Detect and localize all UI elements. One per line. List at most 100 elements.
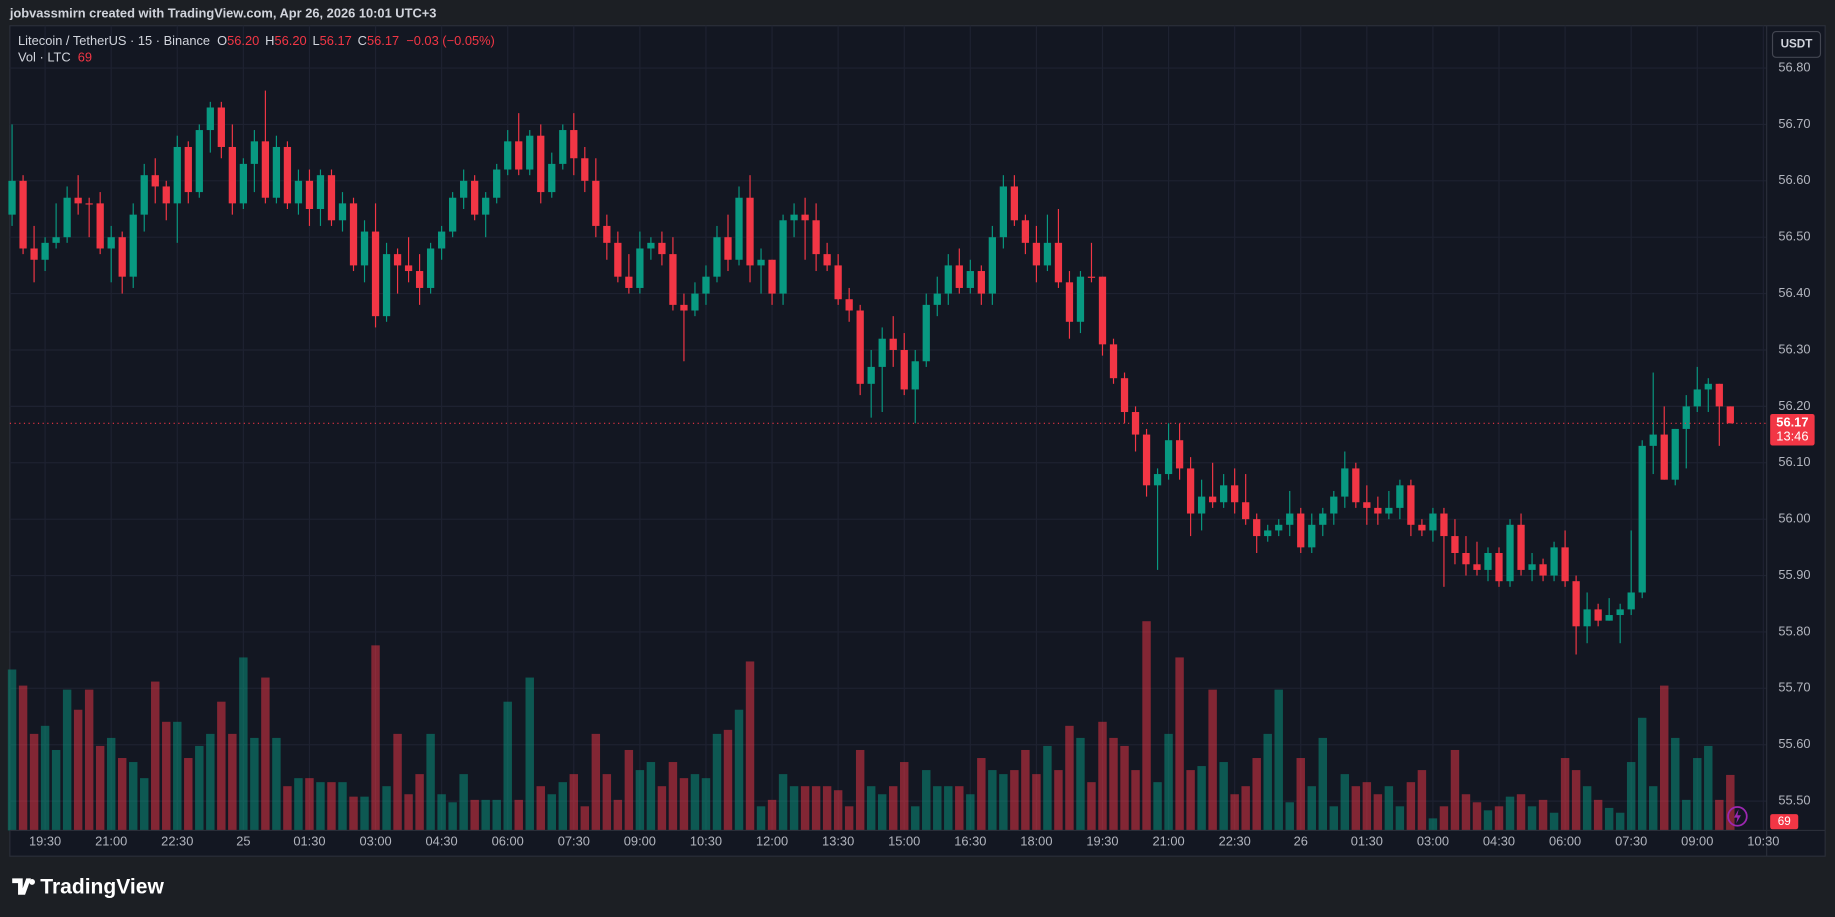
volume-bar: [1032, 774, 1041, 831]
volume-bar: [1362, 782, 1372, 831]
candle-body: [1704, 383, 1712, 390]
candle-body: [680, 304, 688, 311]
last-price-label: 56.17: [1776, 415, 1808, 430]
candle-body: [1032, 242, 1041, 266]
volume-bar: [173, 721, 182, 831]
volume-bar: [1285, 802, 1294, 831]
x-tick-label: 10:30: [1747, 834, 1779, 849]
candle-body: [537, 135, 545, 193]
y-tick-label: 55.90: [1778, 567, 1810, 582]
candle-body: [1572, 581, 1580, 627]
volume-bar: [239, 657, 248, 831]
candle-body: [779, 220, 787, 294]
volume-bar: [1329, 806, 1339, 831]
volume-bar: [1483, 810, 1493, 831]
candle-body: [19, 180, 27, 249]
candle-body: [1539, 564, 1547, 576]
volume-bar: [1472, 802, 1482, 831]
candle-body: [107, 237, 115, 249]
alert-icon[interactable]: [1727, 806, 1748, 827]
volume-bar: [1120, 745, 1129, 831]
volume-bar: [7, 669, 17, 831]
volume-bar: [624, 749, 634, 831]
candle-body: [415, 271, 424, 288]
volume-bar: [1417, 770, 1427, 831]
last-price-box: [1770, 413, 1815, 446]
volume-bar: [448, 802, 457, 831]
volume-bar: [1263, 733, 1272, 831]
candle-body: [834, 265, 842, 300]
candle-body: [228, 146, 236, 204]
candle-body: [570, 130, 578, 159]
candle-body: [999, 186, 1007, 238]
legend-value: 56.17: [320, 33, 352, 48]
volume-bar: [525, 677, 534, 831]
candle-body: [437, 231, 446, 249]
candle-body: [1109, 344, 1118, 379]
volume-bar: [1252, 758, 1261, 831]
candle-body: [1186, 468, 1195, 514]
volume-bar: [944, 786, 953, 831]
candle-body: [1098, 276, 1107, 345]
candle-body: [1550, 547, 1558, 576]
volume-bar: [84, 689, 94, 831]
volume-bar: [1164, 733, 1173, 831]
currency-box[interactable]: [1771, 30, 1822, 58]
volume-bar: [602, 774, 612, 831]
candle-body: [1451, 536, 1459, 553]
candle-body: [382, 254, 391, 317]
volume-bar: [338, 782, 347, 831]
y-tick-label: 56.80: [1778, 59, 1810, 74]
volume-bar: [822, 786, 832, 831]
volume-bar: [1648, 786, 1658, 831]
candle-body: [1495, 552, 1503, 582]
x-tick-label: 03:00: [359, 834, 391, 849]
volume-bar: [1197, 766, 1206, 831]
x-tick-label: 07:30: [1615, 834, 1647, 849]
y-tick-label: 56.10: [1778, 454, 1810, 469]
volume-bar: [778, 774, 788, 831]
volume-bar: [922, 770, 931, 831]
volume-bar: [1076, 737, 1085, 831]
legend-change: −0.03 (−0.05%): [406, 33, 495, 48]
volume-bar: [1010, 770, 1019, 831]
volume-bar: [1043, 745, 1052, 831]
volume-bar: [217, 701, 226, 831]
volume-bar: [977, 758, 986, 831]
volume-bar: [767, 799, 777, 831]
candle-body: [1120, 378, 1129, 413]
volume-bar: [1142, 621, 1151, 831]
candle-body: [1385, 507, 1393, 514]
candle-body: [746, 197, 754, 266]
volume-bar: [999, 774, 1008, 831]
x-tick-label: 26: [1294, 834, 1308, 849]
symbol: Litecoin / TetherUS · 15 · Binance: [18, 33, 210, 48]
candle-body: [118, 237, 126, 277]
volume-bar: [1219, 762, 1228, 831]
volume-legend: Vol · LTC 69: [18, 50, 92, 65]
x-tick-label: 25: [236, 834, 250, 849]
candle-body: [239, 163, 247, 204]
volume-bar: [349, 796, 358, 831]
candle-body: [900, 349, 908, 390]
volume-bar: [1428, 818, 1438, 831]
legend-value: 56.20: [274, 33, 306, 48]
y-tick-label: 55.70: [1778, 680, 1810, 695]
volume-bar: [888, 786, 898, 831]
candle-body: [129, 214, 137, 277]
brand: TradingView: [40, 875, 164, 898]
volume-bar: [1131, 770, 1140, 831]
candle-body: [691, 293, 699, 311]
candle-body: [713, 237, 721, 277]
candle-body: [1220, 485, 1228, 503]
y-tick-label: 56.00: [1778, 511, 1810, 526]
candle-body: [404, 265, 413, 272]
candle-body: [1010, 186, 1019, 221]
volume-bar: [547, 794, 556, 831]
candle-body: [1242, 502, 1250, 520]
candle-body: [603, 225, 611, 243]
volume-bar: [283, 786, 292, 831]
candle-body: [625, 276, 633, 288]
currency[interactable]: USDT: [1781, 38, 1814, 51]
volume-bar: [1615, 812, 1625, 831]
